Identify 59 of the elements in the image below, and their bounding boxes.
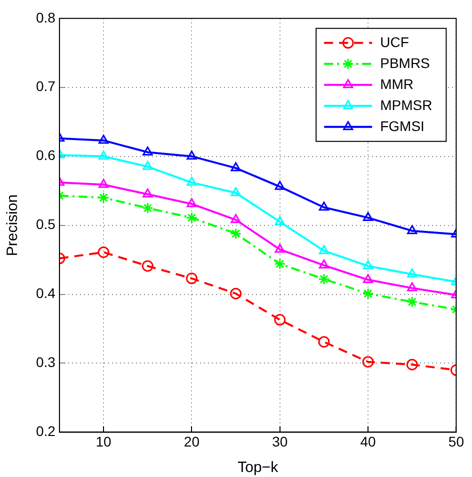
x-tick-label: 50 [448,433,464,450]
point [362,274,374,284]
point [142,260,154,272]
point [230,228,242,240]
y-tick-label: 0.5 [36,216,56,232]
point [274,314,286,326]
point [274,180,285,190]
point [406,358,418,370]
point [98,192,110,204]
legend-label: MPMSR [380,96,432,113]
point [407,282,418,292]
point [318,273,330,285]
point [318,336,330,348]
y-tick-label: 0.8 [36,9,56,26]
point [142,188,153,198]
y-tick-label: 0.7 [36,78,56,94]
x-axis-title: Top−k [238,459,279,476]
legend-label: PBMRS [380,54,430,71]
point [274,258,286,270]
point [186,150,197,160]
point [274,244,285,253]
point [407,268,418,278]
x-tick-label: 10 [96,433,112,450]
y-tick-label: 0.3 [36,354,56,370]
point [406,296,418,308]
y-tick-label: 0.6 [36,147,56,164]
point [318,245,330,254]
point [318,260,330,269]
legend-label: FGMSI [380,118,424,134]
x-tick-label: 20 [184,433,200,450]
point [98,134,109,144]
legend-label: MMR [380,76,414,92]
point [318,202,330,211]
point [362,356,374,368]
point [186,176,197,186]
point [98,178,109,188]
point [362,288,374,300]
point [98,246,110,258]
point [142,160,153,170]
legend-label: UCF [380,34,409,50]
point [230,187,241,196]
x-tick-label: 40 [360,433,376,450]
point [142,146,153,156]
point [407,225,418,234]
point [230,214,241,224]
point [186,212,198,224]
point [362,212,374,221]
y-tick-label: 0.4 [36,285,56,302]
y-axis-title: Precision [4,194,22,256]
point [186,272,198,284]
x-tick-label: 30 [272,433,288,450]
point [142,202,154,214]
point [186,198,197,208]
y-tick-label: 0.2 [36,423,56,440]
point [230,162,241,172]
point [362,260,374,270]
point [230,288,242,300]
point [98,150,109,160]
point [274,216,285,226]
